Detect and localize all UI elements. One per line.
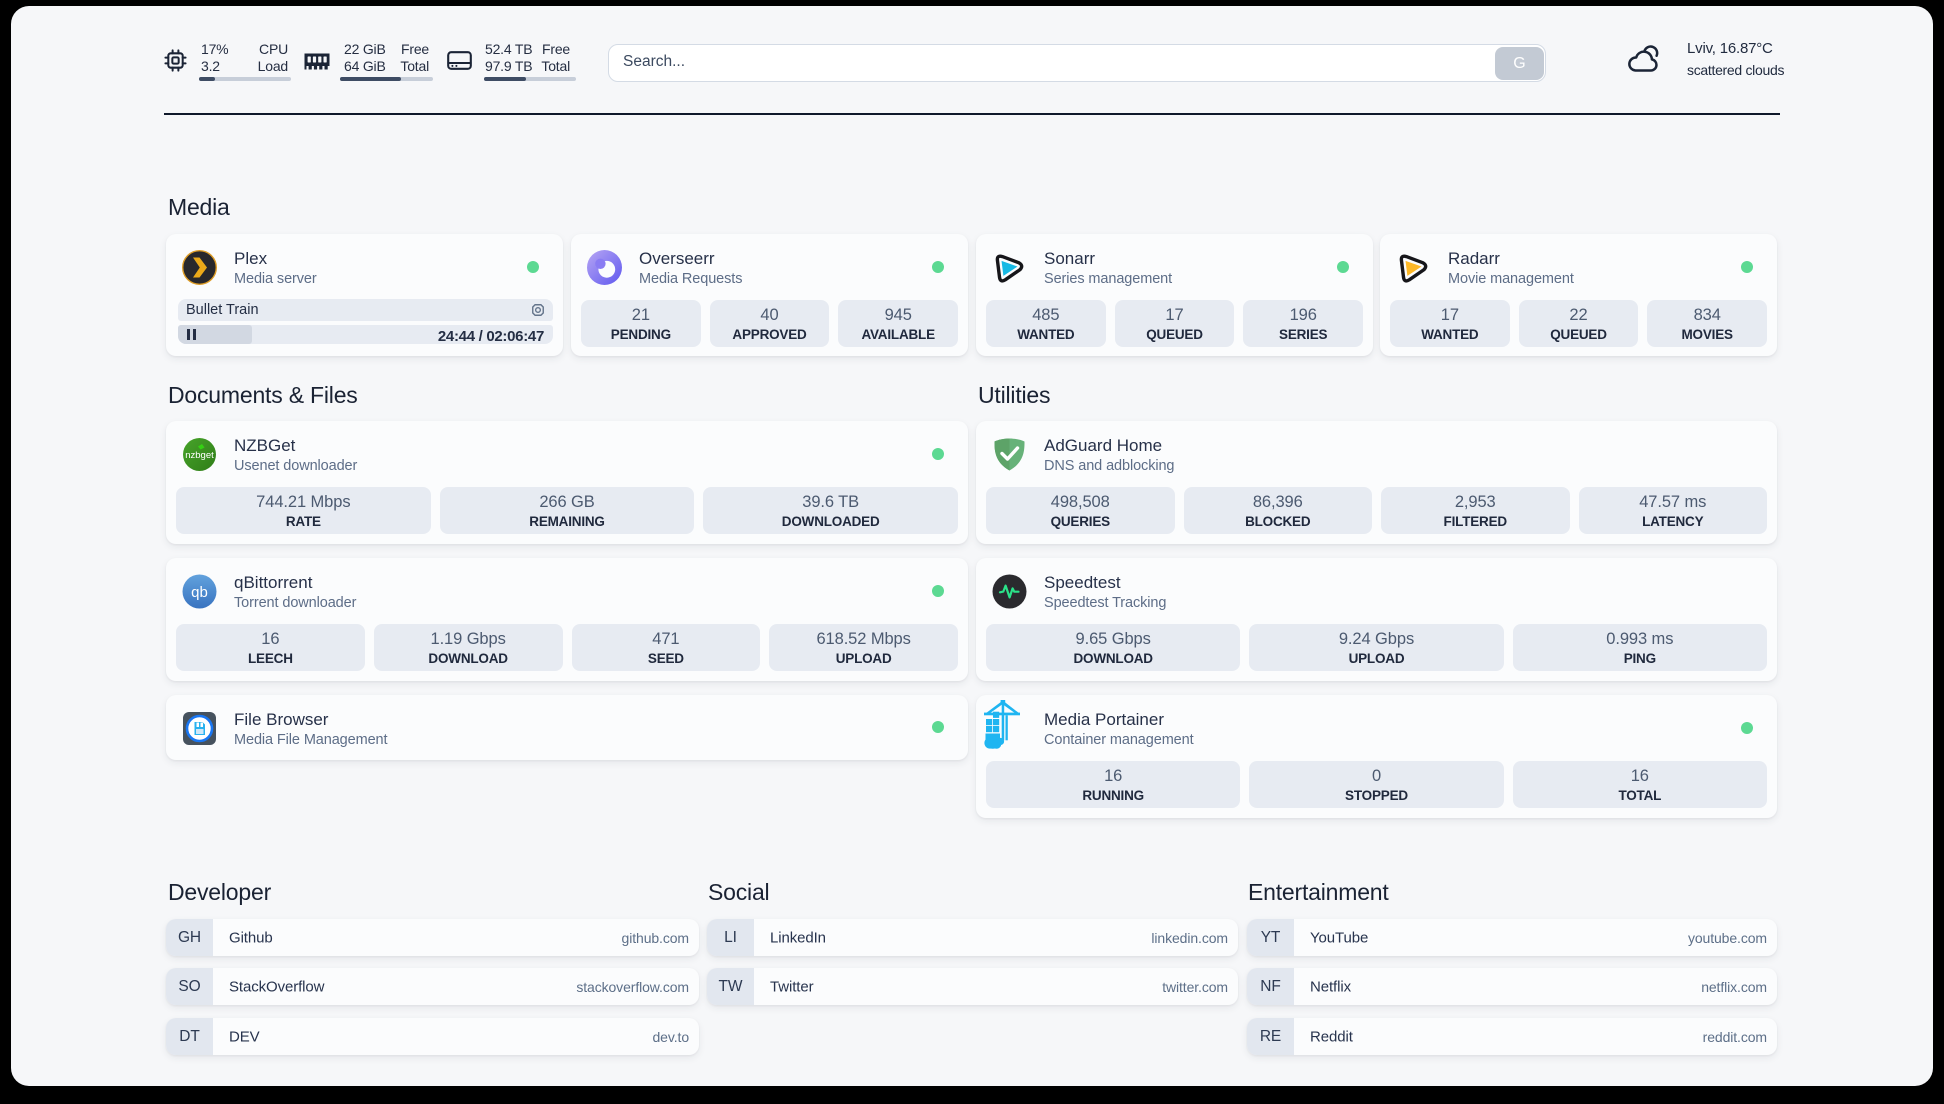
svg-text:qb: qb [191,584,208,601]
svg-text:nzbget: nzbget [185,450,214,461]
